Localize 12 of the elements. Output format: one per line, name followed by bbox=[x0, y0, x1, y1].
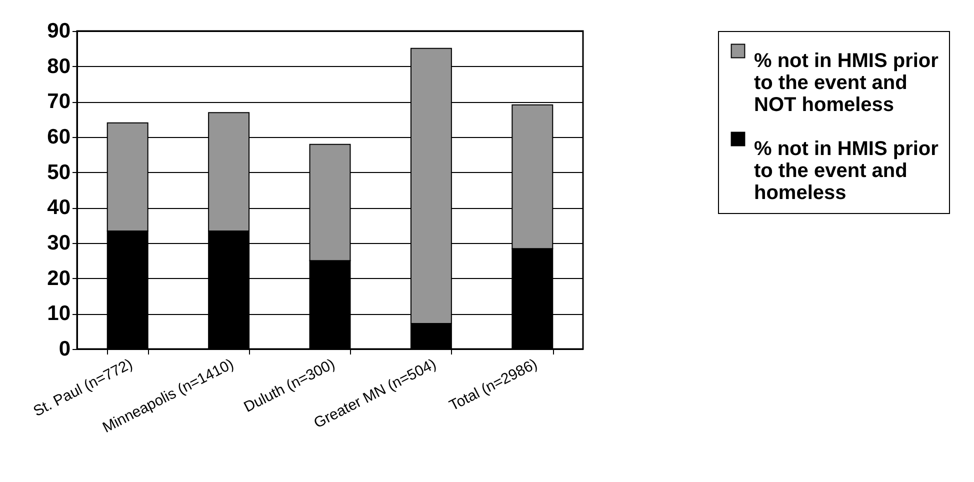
y-tick-label: 70 bbox=[47, 90, 70, 114]
legend-label: % not in HMIS prior to the event and NOT homeless bbox=[754, 50, 939, 116]
y-tick-label: 30 bbox=[47, 232, 70, 254]
y-tick-label: 0 bbox=[58, 338, 70, 360]
y-tick-label: 60 bbox=[47, 126, 70, 148]
legend-label: % not in HMIS prior to the event and homeless bbox=[754, 138, 939, 204]
y-tick-label: 40 bbox=[47, 196, 70, 220]
y-tick-label: 90 bbox=[47, 20, 70, 42]
y-tick-label: 80 bbox=[47, 54, 70, 78]
y-tick-label: 10 bbox=[47, 302, 70, 326]
y-tick-label: 50 bbox=[47, 160, 70, 184]
y-tick-label: 20 bbox=[47, 266, 70, 290]
